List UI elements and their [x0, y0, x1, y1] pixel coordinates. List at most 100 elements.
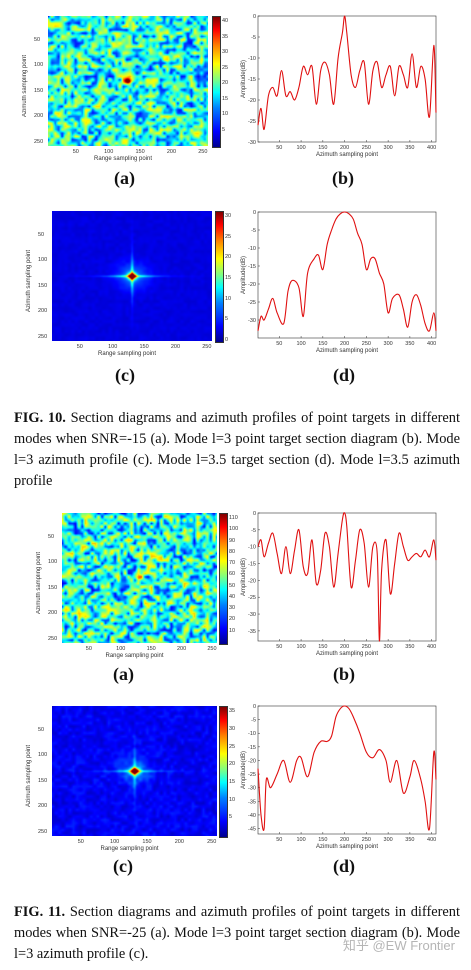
fig11b-ytick-label: -15 — [248, 562, 256, 568]
fig11c-xtick: 250 — [207, 839, 217, 845]
fig11d-ytick-label: -5 — [251, 718, 256, 724]
fig10d-ylabel: Amplitude(dB) — [241, 256, 247, 294]
fig10c-cbar-tick: 0 — [225, 337, 229, 343]
fig10b-xtick-label: 300 — [384, 145, 393, 151]
fig10b-ytick-label: -25 — [248, 119, 256, 125]
fig11d-ytick-label: -30 — [248, 786, 256, 792]
fig11b-xlabel: Azimuth sampling point — [316, 651, 378, 657]
fig11c-ylabel: Azimuth sampling point — [26, 744, 32, 807]
fig11a-colorbar — [219, 513, 228, 645]
fig11a-cbar-tick: 110 — [229, 515, 238, 522]
fig11b-xtick-label: 250 — [362, 644, 371, 650]
fig10c-panel: 50 100 150 200 250 50 100 150 200 250 0 5 10 15 20 25 30… — [0, 198, 235, 368]
fig11d-xtick-label: 250 — [362, 837, 371, 843]
fig10b-plot: 50 100 150 200 250 300 350 400 0 -5 -10 -15 -20 -25 -3… — [241, 14, 437, 158]
fig10a-cbar-tick: 20 — [222, 80, 229, 87]
fig10-caption-label: FIG. 10. — [14, 410, 66, 426]
watermark: 知乎 @EW Frontier — [342, 938, 455, 953]
fig11a-cbar-tick: 90 — [229, 537, 236, 544]
fig11a-xtick: 50 — [85, 646, 92, 652]
fig11d-xtick-label: 150 — [318, 837, 327, 843]
fig10c-colorbar — [215, 211, 224, 343]
fig10d-xtick-label: 400 — [427, 341, 436, 347]
fig10c-ytick: 50 — [38, 231, 45, 238]
fig11a-label: (a) — [113, 664, 134, 684]
fig11-caption-text: Section diagrams and azimuth profiles of… — [14, 904, 460, 962]
fig11a-cbar-tick: 50 — [229, 582, 236, 589]
fig11d-xtick-label: 50 — [276, 837, 282, 843]
fig11b-plot: 50 100 150 200 250 300 350 400 0 -5 -10 -15 -20 -25 -3… — [241, 511, 437, 657]
fig11a-xtick: 150 — [146, 646, 156, 652]
fig10d-ytick-label: -30 — [248, 318, 256, 324]
fig10c-xtick: 50 — [76, 344, 83, 350]
fig10c-xtick: 250 — [202, 344, 212, 350]
fig10c-cbar-tick: 30 — [225, 213, 232, 220]
fig10a-ytick: 250 — [34, 138, 44, 145]
fig10d-ytick-label: 0 — [253, 210, 256, 216]
fig10d-xtick-label: 200 — [340, 341, 349, 347]
fig11d-ytick-label: 0 — [253, 704, 256, 710]
fig11b-ytick-label: -10 — [248, 545, 256, 551]
fig10a-ylabel: Azimuth sampling point — [22, 54, 28, 117]
fig11c-heatmap — [52, 706, 217, 836]
fig11d-plot: 50 100 150 200 250 300 350 400 0 -5 -10 -15 -20 -25 -3… — [241, 704, 437, 850]
fig10a-xtick: 100 — [104, 149, 114, 155]
fig10a-xlabel: Range sampling point — [94, 156, 153, 162]
fig10b-ytick-label: 0 — [253, 14, 256, 20]
fig11c-cbar-tick: 10 — [229, 796, 236, 803]
fig10d-ytick-label: -25 — [248, 300, 256, 306]
fig11c-ytick: 50 — [38, 726, 45, 733]
fig11c-cbar-tick: 20 — [229, 761, 236, 768]
fig11-caption: FIG. 11. Section diagrams and azimuth pr… — [14, 902, 460, 965]
fig10c-cbar-tick: 10 — [225, 295, 232, 302]
fig10c-xtick: 100 — [108, 344, 118, 350]
fig11d-ytick-label: -45 — [248, 827, 256, 833]
fig11d-xtick-label: 400 — [427, 837, 436, 843]
fig10c-heatmap — [52, 211, 212, 341]
fig11a-heatmap — [62, 513, 217, 643]
fig10a-cbar-tick: 40 — [222, 18, 229, 25]
fig11d-ytick-label: -20 — [248, 758, 256, 764]
fig10d-xtick-label: 350 — [405, 341, 414, 347]
fig10d-xtick-label: 150 — [318, 341, 327, 347]
fig10a-ytick: 50 — [34, 36, 41, 43]
fig10c-ytick: 100 — [38, 257, 48, 264]
fig11c-cbar-tick: 25 — [229, 743, 236, 750]
fig10b-panel: 50 100 150 200 250 300 350 400 0 -5 -10 -15 -20 -25 -3… — [236, 0, 471, 170]
fig10d-xtick-label: 50 — [276, 341, 282, 347]
fig11d-label: (d) — [333, 856, 355, 876]
fig11a-ytick: 250 — [48, 635, 58, 642]
fig10a-heatmap — [48, 16, 208, 146]
fig11a-cbar-tick: 70 — [229, 560, 236, 567]
fig10c-cbar-tick: 15 — [225, 275, 232, 282]
fig11c-xtick: 100 — [110, 839, 120, 845]
fig11c-xtick: 50 — [77, 839, 84, 845]
fig11a-cbar-tick: 10 — [229, 627, 236, 634]
fig11a-xtick: 200 — [176, 646, 187, 652]
fig11a-ytick: 100 — [48, 559, 58, 566]
fig10b-xtick-label: 400 — [427, 145, 436, 151]
fig11b-ytick-label: -35 — [248, 629, 256, 635]
fig11a-ytick: 50 — [48, 533, 55, 540]
fig11d-ytick-label: -40 — [248, 813, 256, 819]
fig10a-cbar-tick: 5 — [222, 126, 226, 133]
fig11d-xtick-label: 300 — [384, 837, 393, 843]
fig10b-ylabel: Amplitude(dB) — [241, 60, 247, 98]
fig11a-cbar-tick: 80 — [229, 548, 236, 555]
fig10a-ytick: 100 — [34, 62, 44, 69]
fig10b-ytick-label: -20 — [248, 98, 256, 104]
fig11c-xtick: 150 — [142, 839, 152, 845]
fig11a-xlabel: Range sampling point — [105, 653, 164, 659]
fig11b-xtick-label: 200 — [340, 644, 349, 650]
fig10b-xtick-label: 200 — [340, 145, 349, 151]
fig10d-label: (d) — [333, 365, 355, 385]
fig11b-xtick-label: 50 — [276, 644, 282, 650]
fig11d-ytick-label: -15 — [248, 745, 256, 751]
fig11-caption-label: FIG. 11. — [14, 904, 66, 920]
fig10a-panel: 50 100 150 200 250 50 100 150 200 250 5 10 15 20 25 30 3… — [0, 0, 235, 170]
fig11d-ytick-label: -10 — [248, 731, 256, 737]
fig11a-cbar-tick: 100 — [229, 526, 239, 533]
fig11a-xtick: 100 — [116, 646, 126, 652]
fig11c-xlabel: Range sampling point — [100, 846, 159, 852]
fig10d-series-line — [257, 211, 437, 332]
